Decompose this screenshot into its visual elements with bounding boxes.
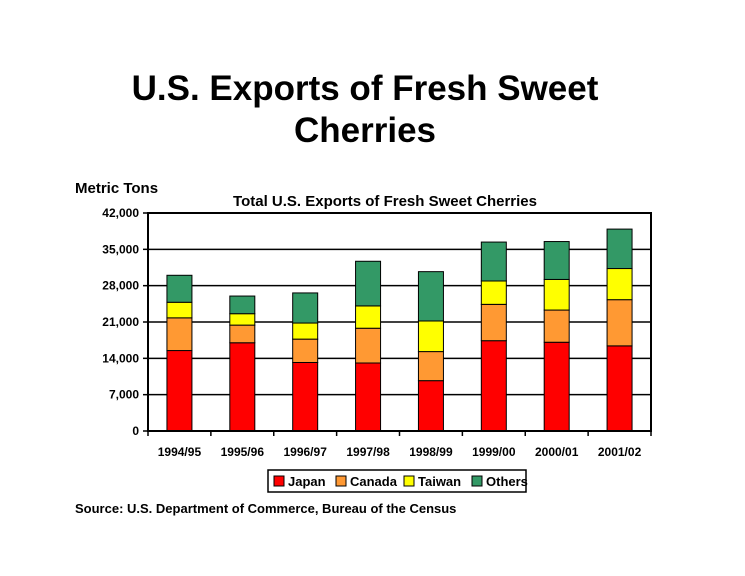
bar-segment-japan bbox=[480, 340, 507, 432]
bar-segment-japan bbox=[166, 350, 193, 432]
bar-segment-japan bbox=[543, 341, 570, 432]
x-tick-label: 2000/01 bbox=[535, 445, 579, 459]
y-tick-label: 42,000 bbox=[102, 206, 139, 220]
legend-swatch-others bbox=[471, 475, 483, 487]
y-tick-label: 7,000 bbox=[109, 388, 139, 402]
bar-segment-taiwan bbox=[355, 305, 382, 329]
legend-swatch-japan bbox=[273, 475, 285, 487]
bar-segment-taiwan bbox=[166, 301, 193, 319]
y-tick-label: 14,000 bbox=[102, 351, 139, 365]
bar-segment-taiwan bbox=[543, 278, 570, 311]
bar-segment-others bbox=[292, 292, 319, 324]
legend-swatch-taiwan bbox=[403, 475, 415, 487]
x-tick-label: 1998/99 bbox=[409, 445, 453, 459]
legend: Japan Canada Taiwan Others bbox=[267, 469, 528, 493]
page-title-line-1: U.S. Exports of Fresh Sweet bbox=[131, 69, 599, 108]
x-tick-label: 1997/98 bbox=[346, 445, 390, 459]
y-tick-label: 21,000 bbox=[102, 315, 139, 329]
bar-segment-canada bbox=[292, 338, 319, 363]
bar-segment-japan bbox=[417, 380, 444, 432]
bar-segment-others bbox=[480, 241, 507, 282]
bar-segment-canada bbox=[355, 327, 382, 364]
legend-swatch-canada bbox=[335, 475, 347, 487]
plot-area: 0 7,000 14,000 21,000 28,000 35,000 42,000 1994… bbox=[102, 206, 652, 459]
y-axis-unit-label: Metric Tons bbox=[75, 180, 159, 197]
y-tick-label: 28,000 bbox=[102, 279, 139, 293]
bar-segment-others bbox=[229, 295, 256, 315]
chart-title: Total U.S. Exports of Fresh Sweet Cherri… bbox=[233, 193, 537, 210]
bar-segment-canada bbox=[543, 309, 570, 343]
legend-label-taiwan: Taiwan bbox=[418, 474, 461, 489]
source-note: Source: U.S. Department of Commerce, Bur… bbox=[75, 501, 457, 516]
plot-border bbox=[147, 212, 652, 432]
x-tick-label: 1994/95 bbox=[158, 445, 202, 459]
legend-box bbox=[267, 469, 527, 493]
bar-segment-others bbox=[355, 260, 382, 307]
page-title-line-2: Cherries bbox=[293, 111, 437, 150]
bar-segment-taiwan bbox=[229, 313, 256, 326]
bar-segment-taiwan bbox=[292, 322, 319, 340]
y-tick-label: 0 bbox=[132, 424, 139, 438]
bar-segment-others bbox=[166, 274, 193, 303]
x-tick-label: 2001/02 bbox=[598, 445, 642, 459]
bar-segment-taiwan bbox=[606, 268, 633, 301]
bar-segment-canada bbox=[166, 317, 193, 352]
x-tick-label: 1999/00 bbox=[472, 445, 516, 459]
bar-segment-others bbox=[417, 271, 444, 322]
x-tick-label: 1996/97 bbox=[283, 445, 327, 459]
bar-segment-canada bbox=[229, 324, 256, 344]
bar-segment-canada bbox=[480, 303, 507, 342]
bar-segment-japan bbox=[355, 362, 382, 432]
y-tick-label: 35,000 bbox=[102, 242, 139, 256]
page-title: U.S. Exports of Fresh Sweet Cherries bbox=[0, 68, 730, 152]
x-tick-label: 1995/96 bbox=[221, 445, 265, 459]
bar-segment-japan bbox=[606, 345, 633, 432]
bar-segment-japan bbox=[292, 361, 319, 432]
bar-segment-taiwan bbox=[480, 280, 507, 305]
bar-segment-canada bbox=[417, 351, 444, 382]
bar-segment-japan bbox=[229, 342, 256, 432]
legend-label-canada: Canada bbox=[350, 474, 398, 489]
legend-label-japan: Japan bbox=[288, 474, 326, 489]
legend-label-others: Others bbox=[486, 474, 528, 489]
bar-segment-others bbox=[543, 241, 570, 280]
bar-segment-canada bbox=[606, 299, 633, 347]
bar-segment-taiwan bbox=[417, 320, 444, 353]
bar-segment-others bbox=[606, 228, 633, 270]
